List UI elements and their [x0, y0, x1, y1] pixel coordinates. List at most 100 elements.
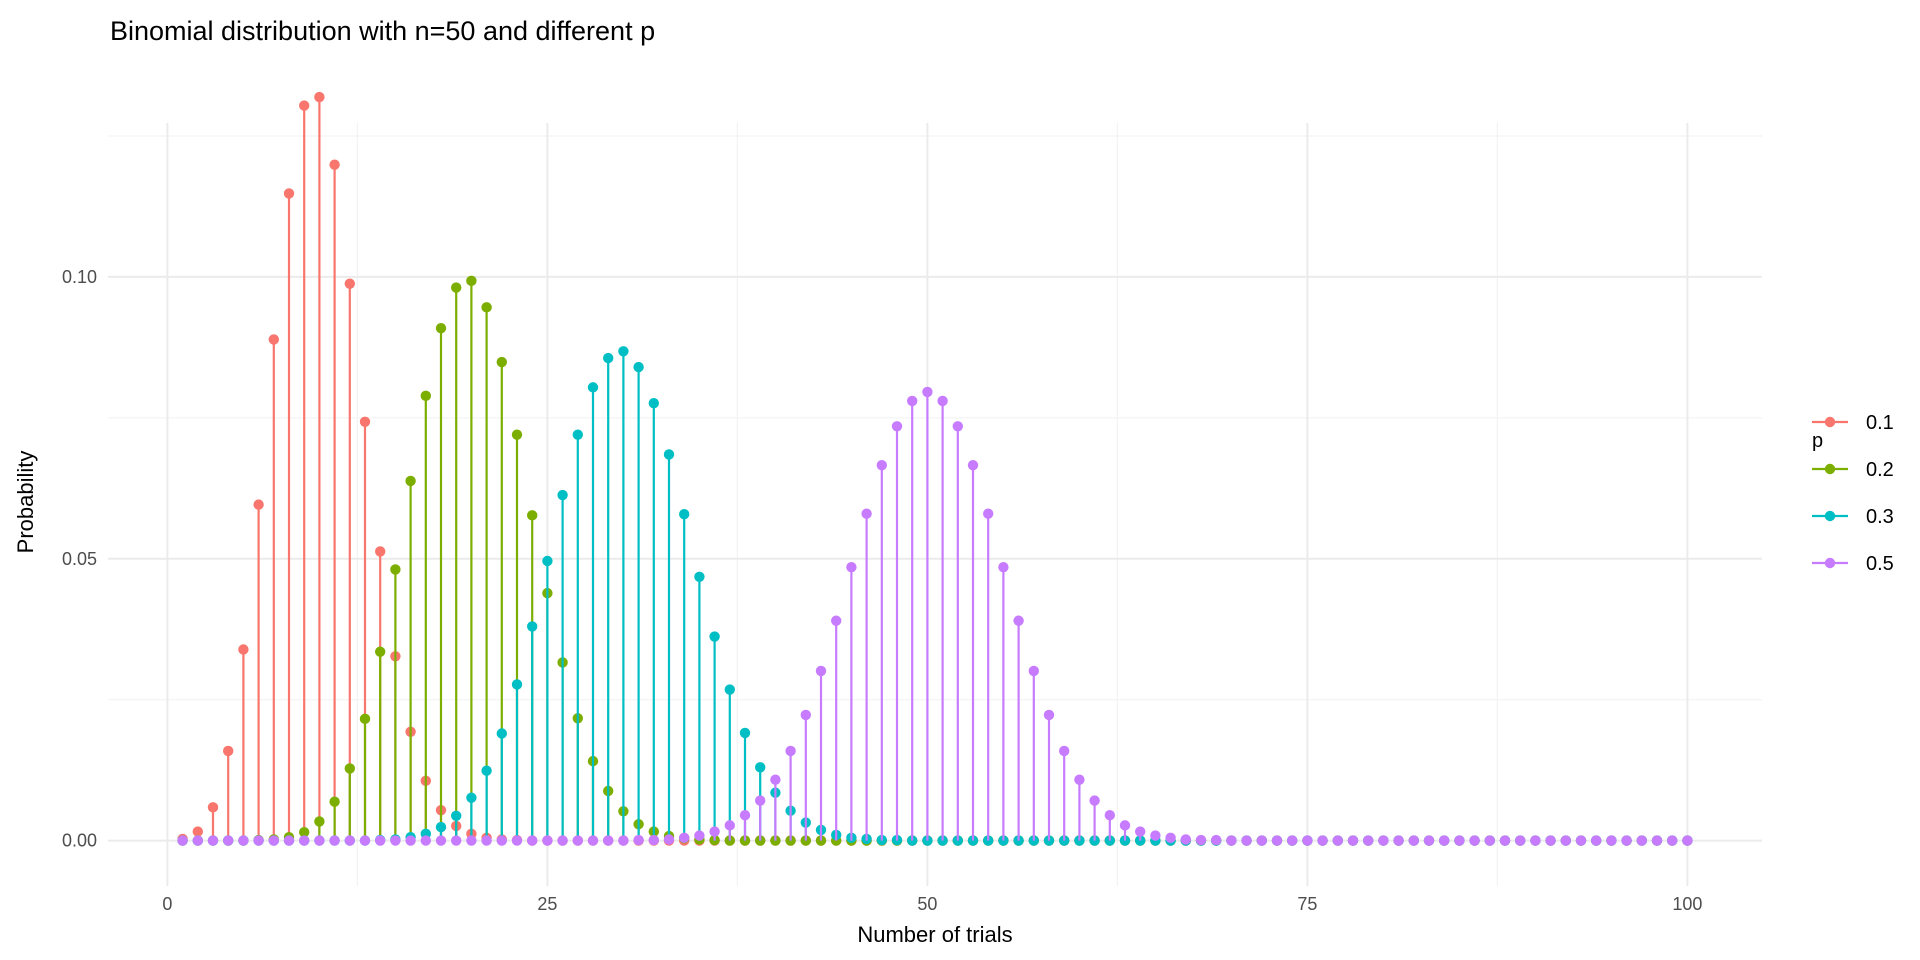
legend-key-point [1824, 416, 1836, 428]
legend-item-p-0.5: 0.5 [1812, 553, 1894, 575]
data-point [1226, 835, 1237, 846]
data-point [344, 763, 355, 774]
data-point [420, 835, 431, 846]
data-point [709, 826, 720, 837]
data-point [268, 334, 279, 345]
data-point [1165, 832, 1176, 843]
data-point [481, 302, 492, 313]
data-point [1515, 835, 1526, 846]
data-point [1150, 830, 1161, 841]
data-point [1408, 835, 1420, 846]
data-point [496, 356, 507, 368]
data-point [1454, 835, 1465, 846]
x-tick-label: 50 [917, 894, 937, 914]
data-point [739, 727, 751, 739]
data-point [1089, 795, 1100, 806]
data-point [451, 282, 462, 293]
data-point [846, 562, 857, 573]
data-point [223, 835, 234, 846]
data-point [1499, 835, 1511, 846]
data-point [299, 835, 310, 846]
data-point [359, 416, 371, 427]
data-point [1484, 835, 1496, 846]
data-point [359, 713, 371, 725]
data-point [375, 546, 386, 557]
data-point [390, 835, 401, 846]
data-point [1180, 834, 1192, 845]
data-point [253, 835, 264, 846]
data-point [466, 275, 477, 287]
x-tick-label: 25 [537, 894, 557, 914]
data-point [283, 835, 295, 846]
data-point [1059, 745, 1070, 757]
data-point [1241, 835, 1252, 846]
data-point [1317, 835, 1328, 846]
data-point [466, 835, 477, 846]
data-point [451, 835, 462, 846]
data-point [679, 832, 690, 843]
x-tick-label: 0 [162, 894, 172, 914]
data-point [1028, 665, 1040, 677]
data-point [283, 188, 295, 199]
data-point [344, 278, 355, 289]
data-point [1560, 835, 1572, 846]
data-point [481, 835, 492, 846]
data-point [800, 709, 811, 721]
data-point [1347, 835, 1359, 846]
data-point [435, 322, 447, 334]
data-point [876, 459, 887, 471]
data-point [390, 564, 401, 575]
data-point [937, 395, 948, 407]
data-point [314, 816, 325, 827]
data-point [192, 826, 203, 837]
data-point [618, 835, 629, 846]
data-point [967, 459, 979, 471]
data-point [435, 821, 447, 833]
data-point [694, 571, 705, 582]
y-axis-title: Probability [13, 451, 38, 554]
data-point [481, 765, 492, 776]
data-point [1074, 774, 1085, 785]
data-point [1043, 709, 1055, 721]
data-point [709, 631, 720, 642]
data-point [1606, 835, 1617, 846]
data-point [633, 361, 644, 373]
data-point [633, 834, 644, 846]
data-point [542, 835, 553, 846]
data-point [587, 382, 599, 393]
data-point [207, 835, 219, 846]
data-point [344, 835, 355, 846]
data-point [299, 100, 310, 111]
data-point [572, 835, 583, 846]
data-point [724, 684, 735, 695]
data-point [375, 646, 386, 657]
data-point [329, 159, 340, 170]
data-point [1256, 835, 1268, 846]
data-point [253, 499, 264, 510]
data-point [1013, 615, 1024, 626]
data-point [314, 91, 325, 103]
data-point [755, 795, 766, 806]
y-tick-label: 0.00 [62, 831, 97, 851]
data-point [511, 429, 523, 440]
data-point [618, 346, 629, 357]
x-tick-label: 100 [1672, 894, 1702, 914]
data-point [405, 475, 416, 487]
data-point [177, 835, 188, 846]
data-point [1439, 835, 1450, 846]
data-point [1211, 834, 1222, 846]
chart-title: Binomial distribution with n=50 and diff… [110, 16, 655, 46]
data-point [1545, 835, 1556, 846]
x-axis-title: Number of trials [857, 922, 1012, 947]
data-point [451, 810, 462, 821]
data-point [724, 820, 735, 831]
data-point [1682, 835, 1693, 846]
data-point [1575, 835, 1587, 846]
data-point [663, 449, 675, 460]
data-point [557, 489, 568, 501]
data-point [1119, 820, 1131, 831]
data-point [648, 834, 659, 846]
legend-item-p-0.2: 0.2 [1812, 459, 1894, 481]
data-point [907, 395, 918, 407]
